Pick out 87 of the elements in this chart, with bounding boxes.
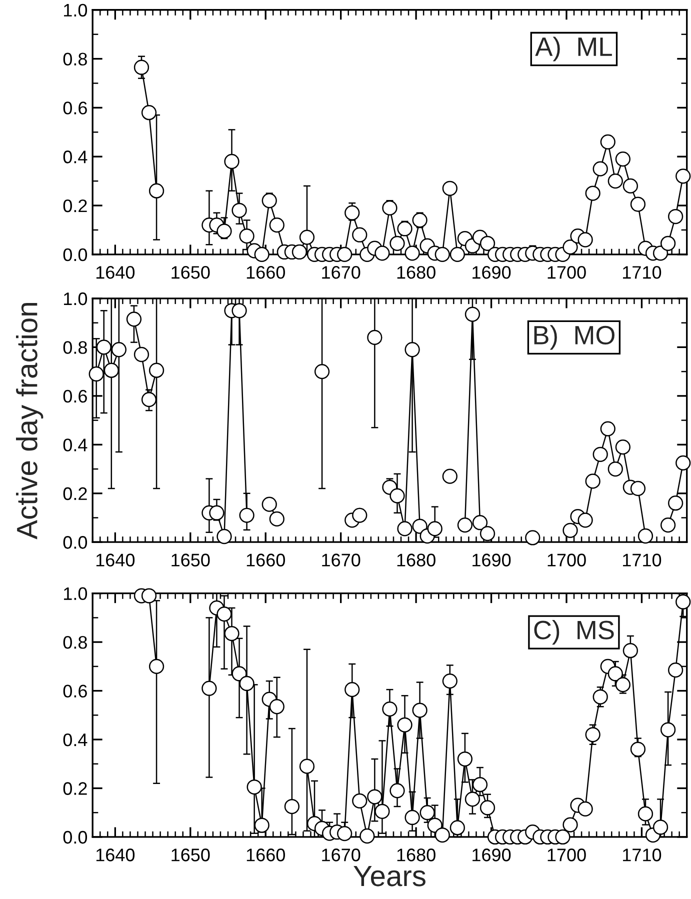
y-axis-title: Active day fraction: [16, 303, 44, 540]
point: [216, 528, 232, 544]
x-tick-label: 1680: [397, 848, 436, 862]
point: [239, 508, 254, 523]
point: [427, 521, 442, 536]
point: [269, 511, 284, 527]
point: [141, 392, 157, 408]
point: [88, 366, 104, 382]
point: [104, 362, 119, 378]
y-tick-label: 1.0: [64, 587, 88, 600]
x-tick-label: 1670: [322, 848, 360, 862]
point: [472, 515, 488, 530]
text: B) MO: [534, 325, 614, 350]
y-tick-label: 0.4: [63, 733, 88, 746]
point: [592, 446, 608, 462]
point: [111, 342, 126, 358]
y-tick-label: 0.4: [63, 438, 88, 452]
x-tick-label: 1640: [96, 848, 135, 862]
y-tick-label: 0.6: [63, 684, 87, 698]
x-tick-label: 1700: [548, 848, 586, 862]
x-tick-label: 1690: [472, 266, 511, 279]
x-tick-label: 1700: [548, 266, 586, 279]
point: [352, 508, 368, 523]
x-tick-label: 1640: [96, 554, 135, 566]
point: [442, 468, 458, 484]
y-tick-label: 1.0: [64, 4, 88, 17]
x-tick-label: 1670: [322, 266, 360, 279]
point: [608, 461, 623, 477]
point: [262, 496, 277, 512]
point: [367, 330, 382, 346]
x-tick-label: 1660: [246, 554, 285, 566]
point: [232, 303, 247, 318]
point: [600, 421, 616, 436]
point: [397, 521, 412, 536]
x-tick-label: 1670: [322, 554, 360, 566]
y-tick-label: 0.2: [63, 782, 87, 795]
point: [126, 312, 142, 327]
point: [668, 496, 684, 511]
point: [314, 364, 330, 380]
point: [148, 362, 164, 378]
y-tick-label: 0.6: [63, 102, 87, 114]
text: C) MS: [534, 620, 614, 645]
y-tick-label: 0.4: [63, 150, 88, 164]
x-tick-label: 1700: [548, 554, 586, 566]
x-tick-label: 1680: [397, 266, 436, 279]
x-tick-label: 1690: [472, 554, 511, 566]
x-tick-label: 1680: [397, 554, 436, 566]
x-tick-label: 1660: [246, 266, 285, 279]
y-tick-label: 1.0: [64, 292, 88, 306]
y-tick-label: 0.2: [63, 487, 87, 500]
point: [480, 526, 496, 542]
y-tick-label: 0.0: [63, 248, 88, 262]
point: [585, 474, 600, 489]
x-tick-label: 1660: [246, 848, 285, 862]
y-tick-label: 0.8: [63, 52, 87, 66]
point: [404, 342, 420, 358]
x-axis-title: Years: [354, 866, 426, 886]
point: [638, 528, 654, 544]
x-tick-label: 1650: [172, 848, 210, 862]
point: [615, 440, 630, 455]
point: [562, 522, 578, 538]
point: [134, 346, 150, 362]
point: [457, 517, 473, 533]
y-tick-label: 0.0: [63, 536, 88, 549]
point: [464, 306, 480, 322]
point: [660, 517, 676, 533]
y-tick-label: 0.8: [63, 636, 87, 649]
x-tick-label: 1710: [623, 554, 662, 566]
point: [390, 488, 405, 504]
x-tick-label: 1650: [172, 554, 210, 566]
x-tick-label: 1710: [623, 266, 662, 279]
x-tick-label: 1710: [623, 848, 662, 862]
y-tick-label: 0.2: [63, 199, 87, 212]
x-tick-label: 1640: [96, 266, 135, 279]
point: [578, 512, 593, 528]
point: [96, 340, 112, 355]
y-tick-label: 0.0: [63, 830, 88, 844]
point: [525, 530, 540, 546]
point: [630, 480, 646, 496]
point: [209, 505, 224, 520]
y-tick-label: 0.8: [63, 341, 87, 354]
point: [412, 518, 428, 534]
y-tick-label: 0.6: [63, 390, 87, 403]
point: [676, 455, 691, 470]
x-tick-label: 1650: [172, 266, 210, 279]
text: A) ML: [535, 36, 612, 62]
x-tick-label: 1690: [472, 848, 511, 862]
